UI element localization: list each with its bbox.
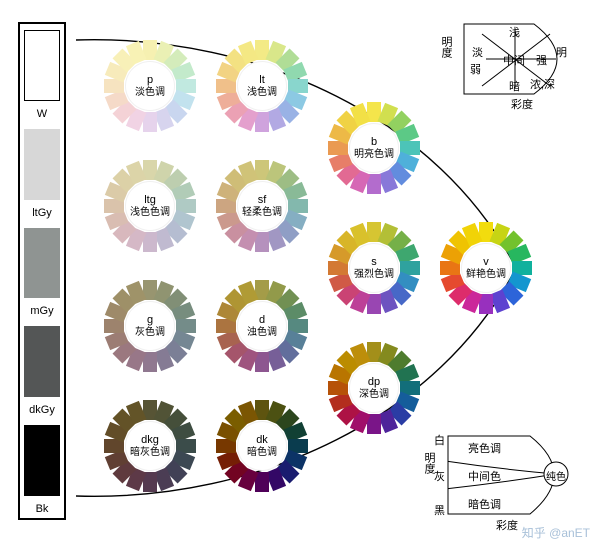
tone-wheel-b: b明亮色调 bbox=[326, 100, 422, 196]
tone-wheel-v: v鲜艳色调 bbox=[438, 220, 534, 316]
tone-wheel-ltg: ltg浅色色调 bbox=[102, 158, 198, 254]
tone-wheel-lt: lt浅色调 bbox=[214, 38, 310, 134]
tone-wheel-p: p淡色调 bbox=[102, 38, 198, 134]
swatch-W: W bbox=[20, 24, 64, 123]
value-scale: WltGymGydkGyBk bbox=[18, 22, 66, 520]
tone-wheel-d: d浊色调 bbox=[214, 278, 310, 374]
swatch-Bk: Bk bbox=[20, 419, 64, 518]
swatch-dkGy: dkGy bbox=[20, 320, 64, 419]
legend-bottom: 明度彩度白灰黑亮色调中间色暗色调纯色 bbox=[418, 430, 586, 530]
tone-wheel-dp: dp深色调 bbox=[326, 340, 422, 436]
tone-wheel-g: g灰色调 bbox=[102, 278, 198, 374]
tone-wheel-sf: sf轻柔色调 bbox=[214, 158, 310, 254]
tone-wheel-dkg: dkg暗灰色调 bbox=[102, 398, 198, 494]
tone-wheel-s: s强烈色调 bbox=[326, 220, 422, 316]
tone-wheel-dk: dk暗色调 bbox=[214, 398, 310, 494]
swatch-ltGy: ltGy bbox=[20, 123, 64, 222]
watermark: 知乎 @anET bbox=[522, 524, 590, 541]
legend-top: 明度彩度浅明暗淡中间强弱浓,深 bbox=[436, 18, 586, 110]
swatch-mGy: mGy bbox=[20, 222, 64, 321]
